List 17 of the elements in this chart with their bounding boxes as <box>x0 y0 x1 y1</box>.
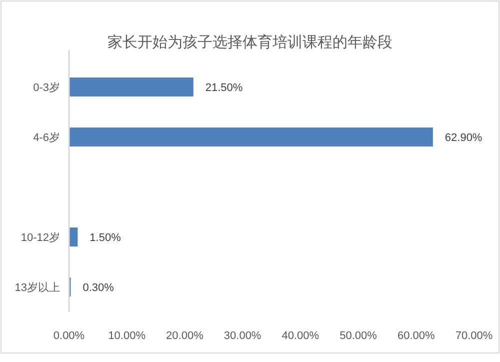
y-tick-label: 10-12岁 <box>20 232 60 244</box>
data-label: 0.30% <box>82 282 114 294</box>
chart-title: 家长开始为孩子选择体育培训课程的年龄段 <box>108 34 392 51</box>
x-tick-label: 30.00% <box>224 330 262 342</box>
data-label: 62.90% <box>444 132 482 144</box>
data-label: 1.50% <box>90 232 122 244</box>
x-tick-label: 40.00% <box>282 330 320 342</box>
x-tick-label: 0.00% <box>53 330 85 342</box>
data-label: 21.50% <box>205 82 243 94</box>
y-tick-label: 4-6岁 <box>33 132 60 144</box>
x-tick-label: 70.00% <box>455 330 493 342</box>
x-tick-label: 50.00% <box>340 330 378 342</box>
y-tick-label: 0-3岁 <box>33 82 60 94</box>
x-tick-label: 60.00% <box>397 330 436 342</box>
x-tick-label: 10.00% <box>108 330 146 342</box>
x-tick-label: 20.00% <box>166 330 204 342</box>
y-tick-label: 13岁以上 <box>14 280 60 294</box>
